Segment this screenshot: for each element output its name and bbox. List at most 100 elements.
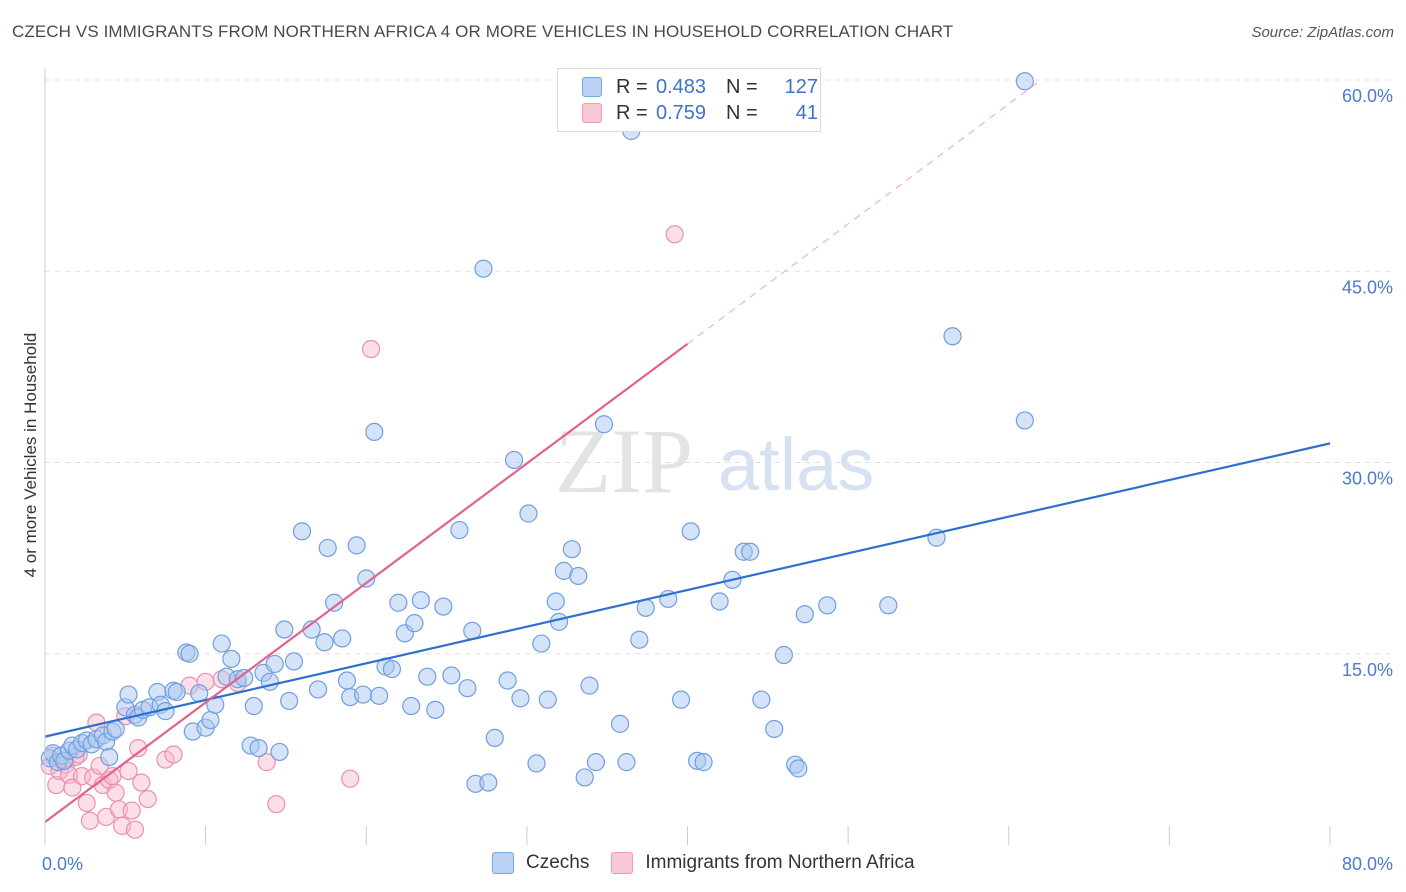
immigrants-point — [267, 795, 286, 814]
czechs-point — [389, 593, 408, 612]
czechs-point — [594, 415, 614, 434]
czechs-point — [538, 690, 557, 709]
czechs-point — [741, 542, 760, 561]
czechs-point — [479, 773, 498, 792]
czechs-point — [347, 536, 366, 555]
legend-r-label: R = — [616, 75, 648, 98]
czechs-point — [411, 591, 430, 610]
axes: 15.0% 30.0% 45.0% 60.0% 0.0% 80.0% — [42, 68, 1393, 874]
czechs-point — [498, 671, 517, 690]
czechs-point — [212, 634, 231, 653]
czechs-point — [119, 685, 138, 704]
series-legend: Czechs Immigrants from Northern Africa — [492, 852, 937, 874]
czechs-point — [370, 686, 389, 705]
czechs-point — [458, 679, 477, 698]
czechs-point — [527, 754, 546, 773]
correlation-legend: R = 0.483 N = 127 R = 0.759 N = 41 — [557, 68, 821, 132]
czechs-point — [546, 592, 565, 611]
immigrants-points — [40, 225, 684, 839]
czechs-point — [580, 676, 599, 695]
czechs-point — [752, 690, 771, 709]
czechs-point — [504, 450, 524, 470]
czechs-point — [630, 630, 649, 649]
immigrants-trend-extension — [687, 79, 1042, 345]
legend-r-value: 0.483 — [656, 75, 707, 98]
y-tick-label: 15.0% — [1342, 660, 1393, 680]
legend-row-czechs: R = 0.483 N = 127 — [582, 75, 818, 99]
legend-n-label: N = — [726, 101, 758, 124]
legend-row-immigrants: R = 0.759 N = 41 — [582, 101, 818, 125]
x-tick-label-min: 0.0% — [42, 854, 83, 874]
czechs-point — [318, 538, 337, 558]
czechs-point — [765, 719, 784, 739]
series-legend-czechs: Czechs — [492, 852, 589, 874]
czechs-point — [337, 671, 357, 690]
czechs-point — [511, 689, 530, 708]
czechs-point — [418, 667, 437, 686]
chart-title: CZECH VS IMMIGRANTS FROM NORTHERN AFRICA… — [12, 22, 954, 41]
czechs-point — [100, 747, 119, 767]
series-label-immigrants: Immigrants from Northern Africa — [645, 852, 915, 873]
czechs-point — [586, 753, 606, 772]
legend-r-label: R = — [616, 101, 648, 124]
czechs-point — [774, 645, 793, 665]
series-swatch-czechs — [492, 852, 514, 874]
watermark-atlas: atlas — [718, 423, 874, 506]
series-label-czechs: Czechs — [526, 852, 590, 873]
czechs-point — [357, 569, 376, 588]
legend-swatch-czechs — [582, 77, 602, 97]
immigrants-point — [129, 738, 148, 758]
czechs-point — [180, 644, 199, 663]
y-axis-label: 4 or more Vehicles in Household — [21, 333, 40, 578]
legend-swatch-immigrants — [582, 103, 602, 123]
czechs-point — [353, 685, 373, 704]
czechs-point — [270, 742, 289, 762]
czechs-point — [818, 596, 837, 615]
trend-lines — [44, 79, 1331, 823]
grid-lines — [45, 79, 1390, 655]
immigrants-point — [341, 769, 360, 788]
czechs-point — [610, 714, 630, 733]
immigrants-point — [106, 783, 125, 802]
czechs-point — [879, 596, 898, 615]
czechs-point — [562, 540, 581, 559]
immigrants-point — [164, 745, 183, 764]
czechs-point — [106, 719, 125, 739]
czechs-point — [284, 652, 304, 671]
watermark-zip: ZIP — [555, 410, 693, 512]
immigrants-point — [257, 753, 276, 772]
immigrants-point — [80, 811, 100, 830]
czechs-point — [167, 682, 186, 702]
immigrants-trend-line — [44, 343, 689, 823]
y-tick-label: 45.0% — [1342, 277, 1393, 297]
immigrants-point — [122, 801, 141, 820]
czechs-point — [519, 504, 538, 523]
immigrants-point — [138, 789, 157, 809]
series-legend-immigrants: Immigrants from Northern Africa — [611, 852, 915, 874]
czechs-point — [275, 620, 294, 639]
czechs-point — [308, 680, 328, 699]
czechs-point — [485, 728, 504, 748]
czechs-point — [442, 666, 461, 685]
immigrants-point — [119, 761, 138, 781]
czechs-point — [710, 592, 729, 611]
czechs-point — [1015, 72, 1034, 91]
czechs-point — [569, 566, 588, 586]
czechs-point — [402, 696, 421, 716]
watermark: ZIP atlas — [555, 410, 874, 512]
immigrants-point — [77, 793, 96, 813]
czechs-point — [694, 753, 713, 772]
czechs-point — [575, 768, 594, 787]
czechs-point — [405, 614, 424, 633]
czechs-point — [426, 700, 445, 719]
czechs-point — [671, 690, 691, 709]
czechs-point — [235, 668, 254, 688]
czechs-point — [681, 522, 700, 541]
series-swatch-immigrants — [611, 852, 634, 874]
immigrants-point — [125, 820, 145, 839]
legend-n-label: N = — [726, 75, 758, 98]
czechs-point — [201, 710, 220, 730]
immigrants-point — [132, 773, 151, 792]
czechs-point — [450, 520, 469, 540]
